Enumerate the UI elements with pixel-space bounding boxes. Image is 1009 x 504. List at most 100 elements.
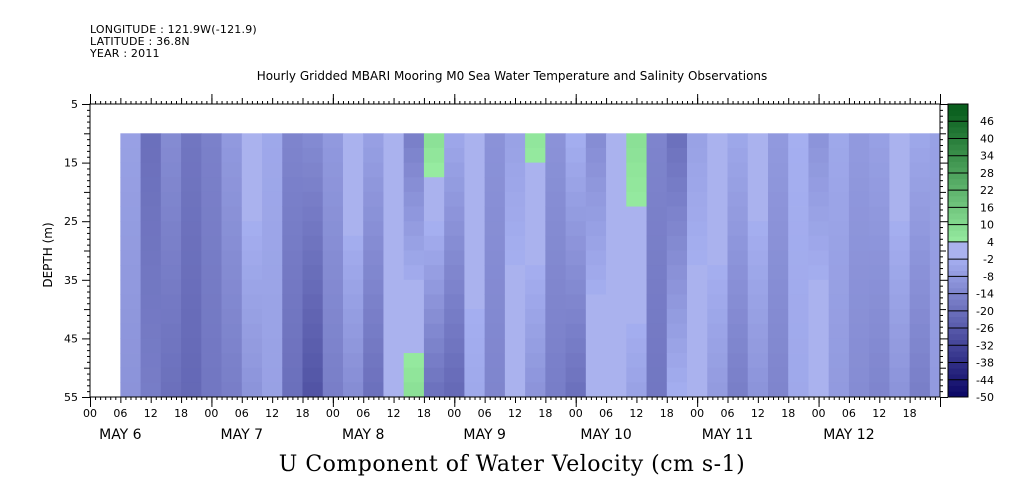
heatmap-cell (727, 221, 749, 237)
colorbar-swatch (948, 190, 968, 197)
heatmap-cell (484, 323, 506, 339)
heatmap-cell (444, 191, 465, 207)
heatmap-cell (241, 250, 263, 266)
heatmap-cell (565, 382, 587, 398)
heatmap-cell (687, 191, 708, 207)
heatmap-cell (929, 191, 941, 207)
heatmap-cell (383, 367, 405, 383)
x-tick-label: 18 (660, 407, 674, 420)
heatmap-cell (585, 221, 607, 237)
heatmap-cell (646, 367, 668, 383)
heatmap-cell (767, 294, 789, 310)
x-day-label: MAY 12 (823, 427, 874, 443)
colorbar-swatch (948, 161, 968, 168)
heatmap-cell (707, 162, 728, 178)
heatmap-cell (565, 338, 587, 354)
x-tick-label: 18 (538, 407, 552, 420)
heatmap-cell (181, 147, 202, 163)
colorbar-label: -44 (976, 374, 994, 387)
heatmap-cell (666, 250, 688, 266)
heatmap-cell (181, 367, 202, 383)
heatmap-cell (241, 279, 263, 295)
heatmap-cell (848, 353, 870, 369)
heatmap-cell (808, 323, 830, 339)
heatmap-cell (808, 279, 830, 295)
colorbar-swatch (948, 178, 968, 185)
heatmap-cell (383, 147, 405, 163)
y-tick-label: 55 (64, 391, 78, 404)
heatmap-cell (282, 235, 303, 251)
heatmap-cell (484, 353, 506, 369)
heatmap-cell (262, 353, 283, 369)
heatmap-cell (747, 279, 769, 295)
heatmap-cell (423, 338, 445, 354)
heatmap-cell (545, 206, 566, 222)
heatmap-cell (929, 294, 941, 310)
heatmap-cell (221, 309, 243, 325)
heatmap-cell (403, 162, 425, 178)
heatmap-cell (889, 147, 911, 163)
heatmap-cell (767, 382, 789, 398)
heatmap-cell (322, 235, 344, 251)
heatmap-cell (565, 177, 587, 193)
heatmap-cell (525, 235, 546, 251)
heatmap-cell (140, 338, 162, 354)
heatmap-cell (808, 309, 830, 325)
heatmap-cell (747, 147, 769, 163)
heatmap-cell (707, 382, 728, 398)
heatmap-cell (788, 191, 809, 207)
colorbar-swatch (948, 379, 968, 386)
heatmap-cell (585, 191, 607, 207)
heatmap-cell (322, 177, 344, 193)
heatmap-cell (464, 206, 486, 222)
heatmap-cell (565, 265, 587, 281)
heatmap-cell (201, 147, 222, 163)
heatmap-cell (606, 221, 627, 237)
heatmap-cell (828, 382, 850, 398)
heatmap-cell (545, 177, 566, 193)
heatmap-cell (808, 382, 830, 398)
heatmap-cell (929, 353, 941, 369)
heatmap-cell (545, 338, 566, 354)
heatmap-cell (262, 147, 283, 163)
heatmap-cell (727, 206, 749, 222)
heatmap-cell (727, 353, 749, 369)
heatmap-cell (282, 265, 303, 281)
heatmap-cell (747, 309, 769, 325)
heatmap-cell (160, 250, 182, 266)
heatmap-cell (363, 294, 384, 310)
heatmap-cell (767, 235, 789, 251)
heatmap-cell (181, 294, 202, 310)
heatmap-cell (646, 133, 668, 149)
heatmap-cell (201, 338, 222, 354)
heatmap-cell (322, 309, 344, 325)
heatmap-cell (140, 206, 162, 222)
colorbar-label: -38 (976, 357, 994, 370)
heatmap-cell (403, 221, 425, 237)
heatmap-cell (322, 191, 344, 207)
heatmap-cell (727, 133, 749, 149)
heatmap-cell (504, 265, 526, 281)
heatmap-cell (788, 353, 809, 369)
heatmap-cell (383, 206, 405, 222)
heatmap-cell (727, 250, 749, 266)
x-tick-label: 12 (265, 407, 279, 420)
heatmap-cell (929, 250, 941, 266)
colorbar-swatch (948, 316, 968, 323)
heatmap-cell (929, 309, 941, 325)
heatmap-cell (120, 353, 141, 369)
heatmap-cell (181, 323, 202, 339)
heatmap-cell (646, 206, 668, 222)
colorbar: 46 40 34 28 22 16 10 4 -2 -8 -14 -20 -26 -32 -38 -44 -50 (947, 103, 994, 404)
heatmap-cell (828, 133, 850, 149)
heatmap-cell (747, 265, 769, 281)
heatmap-cell (808, 206, 830, 222)
heatmap-cell (140, 279, 162, 295)
y-axis-title: DEPTH (m) (41, 222, 55, 287)
x-tick-label: 00 (447, 407, 461, 420)
heatmap-cell (808, 338, 830, 354)
heatmap-cell (403, 294, 425, 310)
heatmap-cell (707, 294, 728, 310)
heatmap-cell (545, 294, 566, 310)
x-tick-label: 18 (781, 407, 795, 420)
